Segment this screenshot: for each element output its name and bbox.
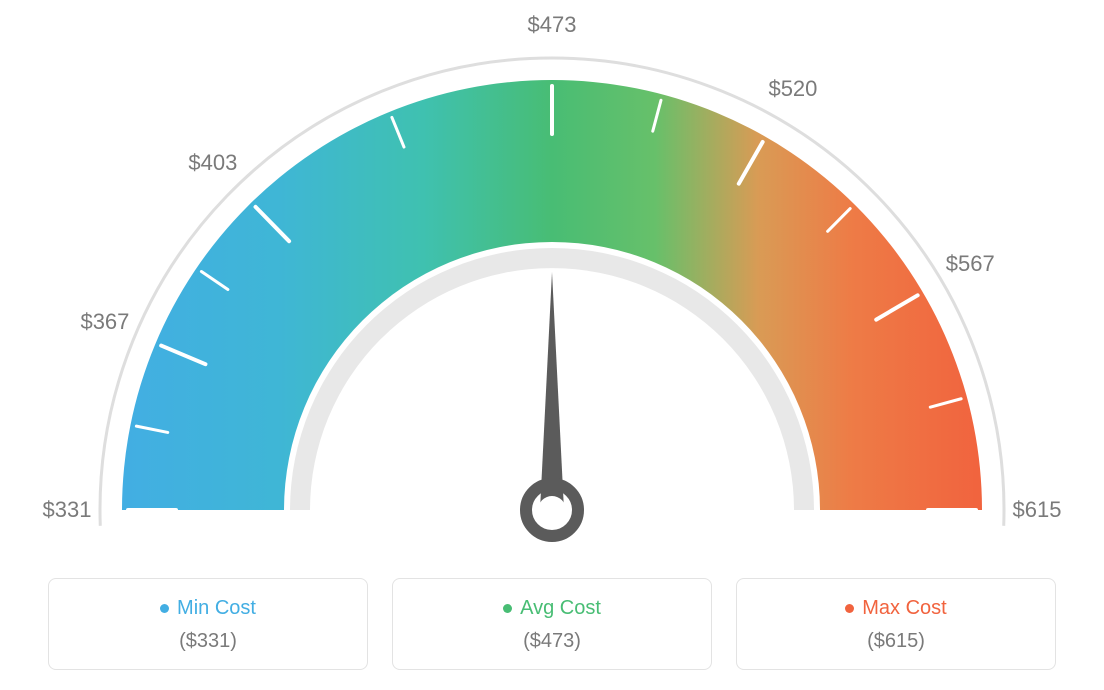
gauge-tick-label: $367: [80, 309, 129, 335]
legend-title-text: Avg Cost: [520, 597, 601, 620]
legend-row: Min Cost ($331) Avg Cost ($473) Max Cost ($61…: [0, 578, 1104, 670]
legend-title: Max Cost: [845, 597, 946, 620]
gauge-tick-label: $331: [43, 497, 92, 523]
legend-value: ($331): [59, 630, 357, 653]
legend-title: Min Cost: [160, 597, 256, 620]
legend-card-avg: Avg Cost ($473): [392, 578, 712, 670]
legend-title: Avg Cost: [503, 597, 601, 620]
legend-title-text: Min Cost: [177, 597, 256, 620]
legend-dot-icon: [160, 604, 169, 613]
legend-card-min: Min Cost ($331): [48, 578, 368, 670]
gauge-svg: [0, 30, 1104, 590]
gauge-tick-label: $520: [768, 76, 817, 102]
gauge-tick-label: $473: [528, 12, 577, 38]
legend-value: ($615): [747, 630, 1045, 653]
legend-dot-icon: [845, 604, 854, 613]
legend-title-text: Max Cost: [862, 597, 946, 620]
gauge-tick-label: $403: [188, 150, 237, 176]
gauge-chart: $331 $367 $403 $473 $520 $567 $615: [0, 0, 1104, 560]
gauge-tick-label: $567: [946, 251, 995, 277]
legend-card-max: Max Cost ($615): [736, 578, 1056, 670]
legend-value: ($473): [403, 630, 701, 653]
legend-dot-icon: [503, 604, 512, 613]
gauge-tick-label: $615: [1013, 497, 1062, 523]
